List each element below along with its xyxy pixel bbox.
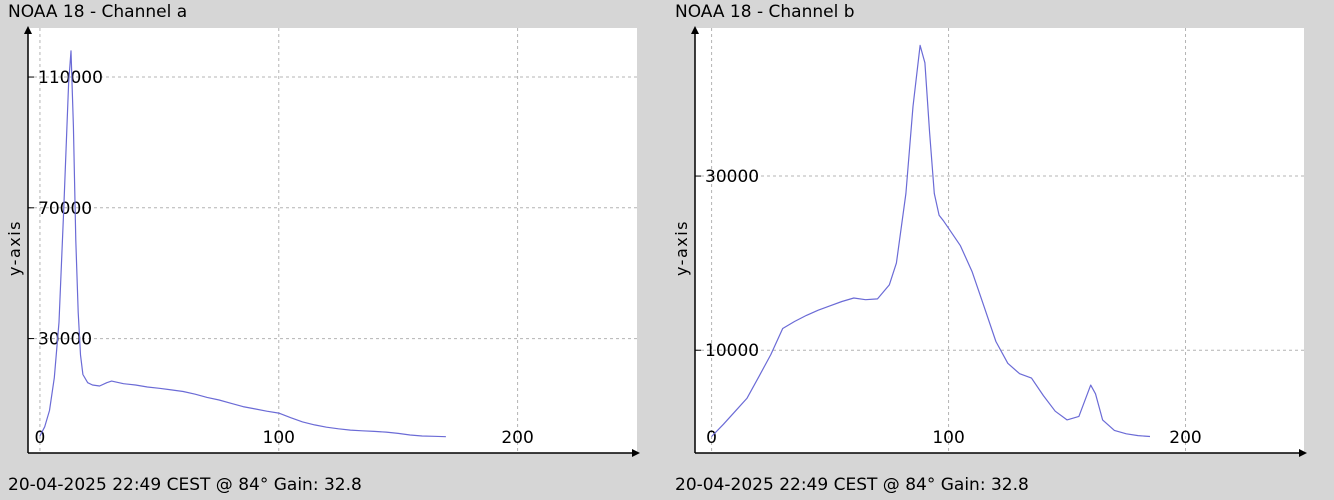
- y-tick-label: 10000: [705, 341, 759, 361]
- y-axis-arrow: [691, 26, 699, 34]
- plot-area: [28, 28, 637, 453]
- x-tick-label: 200: [501, 428, 533, 448]
- series-line: [711, 44, 1151, 438]
- chart-footer-status: 20-04-2025 22:49 CEST @ 84° Gain: 32.8: [675, 475, 1029, 495]
- x-axis-arrow: [632, 449, 640, 457]
- x-axis-arrow: [1299, 449, 1307, 457]
- plot-area: [695, 28, 1304, 453]
- y-axis-label: y-axis: [672, 220, 691, 276]
- chart-footer-status: 20-04-2025 22:49 CEST @ 84° Gain: 32.8: [8, 475, 362, 495]
- x-tick-label: 100: [932, 428, 964, 448]
- chart-panel-a: NOAA 18 - Channel a 0 100 200 30000 70000 110…: [5, 2, 640, 495]
- x-tick-label: 200: [1169, 428, 1201, 448]
- y-tick-label: 70000: [38, 199, 92, 219]
- y-axis-arrow: [24, 26, 32, 34]
- chart-title: NOAA 18 - Channel a: [8, 2, 188, 22]
- y-tick-label: 110000: [38, 68, 103, 88]
- series-line: [39, 50, 446, 438]
- x-tick-label: 0: [35, 428, 46, 448]
- y-tick-label: 30000: [705, 167, 759, 187]
- chart-a-plot: 0 100 200 30000 70000 110000 y-axis: [5, 26, 640, 457]
- chart-panel-b: NOAA 18 - Channel b 0 100 200 10000 30000 y-a…: [667, 0, 1334, 500]
- x-tick-label: 0: [706, 428, 717, 448]
- y-axis-label: y-axis: [5, 220, 24, 276]
- chart-b-plot: 0 100 200 10000 30000 y-axis: [672, 26, 1307, 457]
- chart-title: NOAA 18 - Channel b: [675, 2, 855, 22]
- y-tick-label: 30000: [38, 330, 92, 350]
- x-tick-label: 100: [263, 428, 295, 448]
